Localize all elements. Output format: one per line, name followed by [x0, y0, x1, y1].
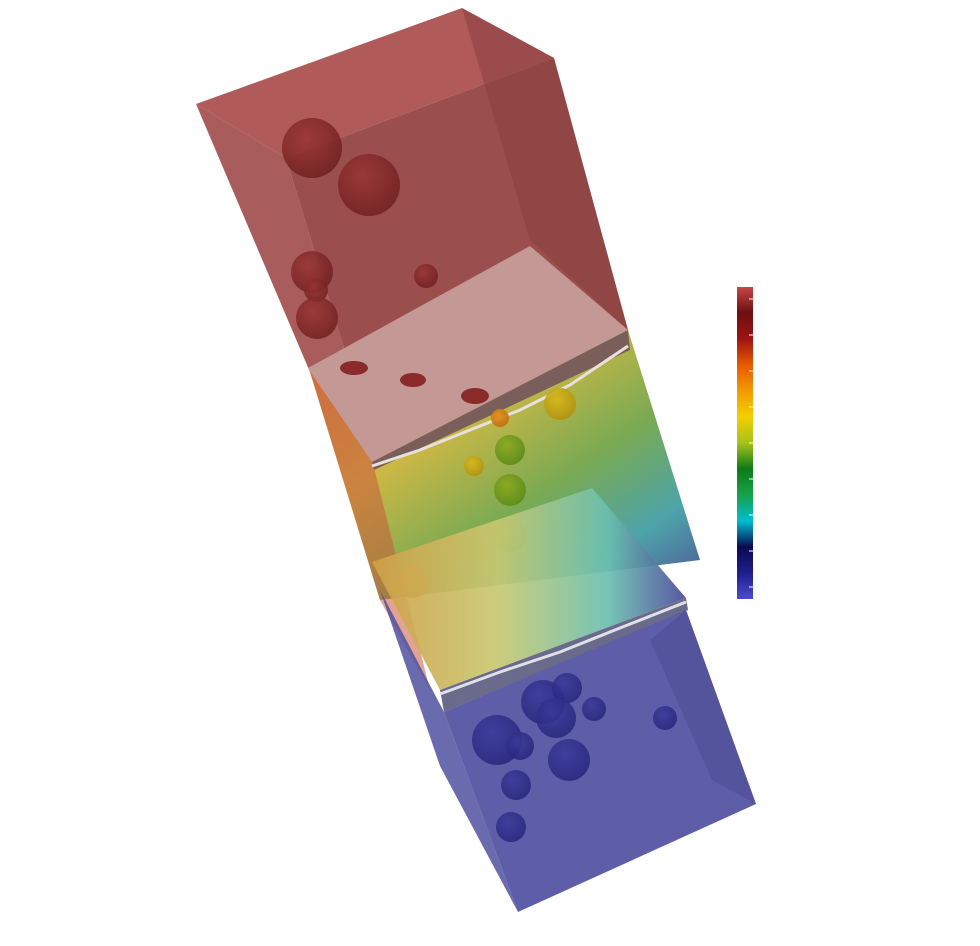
sphere-cut: [400, 373, 426, 387]
upper-interface-slab: [308, 246, 630, 470]
upper-slab-top-surface: [308, 246, 628, 462]
sphere: [582, 697, 606, 721]
top-block-left-face: [196, 104, 372, 440]
lower-interface-slab: [372, 488, 688, 712]
sphere: [338, 154, 400, 216]
sphere: [536, 698, 576, 738]
sphere-cut: [340, 361, 368, 375]
sphere: [414, 264, 438, 288]
sphere: [496, 812, 526, 842]
sphere: [552, 673, 582, 703]
lower-slab-top-surface: [372, 488, 686, 690]
sphere: [304, 278, 328, 302]
top-block-spheres: [282, 118, 438, 354]
sphere: [494, 474, 526, 506]
sphere: [296, 297, 338, 339]
colorbar: [737, 287, 753, 599]
bottom-block-spheres: [472, 673, 677, 842]
sphere: [548, 739, 590, 781]
lower-slab-rim: [439, 600, 687, 696]
sphere: [506, 732, 534, 760]
colorbar-ticks: [749, 298, 753, 588]
sphere: [464, 456, 484, 476]
bottom-block-left-face: [380, 590, 518, 912]
bottom-block-right-face: [650, 610, 756, 804]
sphere: [495, 435, 525, 465]
sphere: [491, 409, 509, 427]
sphere-cut: [461, 388, 489, 404]
sphere: [282, 118, 342, 178]
sphere: [653, 706, 677, 730]
colorbar-gradient: [737, 287, 753, 599]
sphere: [501, 770, 531, 800]
upper-slab-edge: [372, 330, 630, 470]
sphere: [544, 388, 576, 420]
top-block-back-edge: [462, 8, 628, 330]
top-block-top-face: [196, 8, 554, 158]
